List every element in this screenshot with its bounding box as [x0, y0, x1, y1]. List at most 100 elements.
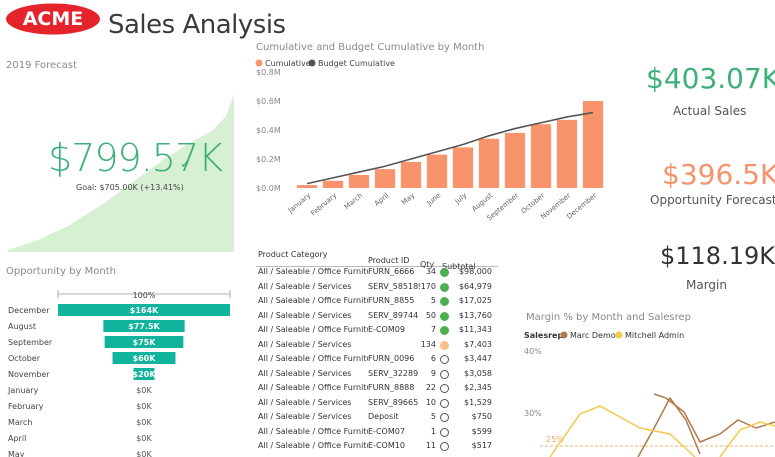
- table-row[interactable]: All / Saleable / Office Furniture E-COM10…: [256, 441, 498, 455]
- table-cell-subtotal: $17,025: [458, 296, 492, 305]
- table-row[interactable]: All / Saleable / Services SERV_32289 9 $3,0…: [256, 369, 498, 383]
- cumulative-chart-title: Cumulative and Budget Cumulative by Mont…: [256, 42, 485, 53]
- status-dot-icon: [440, 311, 449, 321]
- y-tick-label: $0.4M: [256, 126, 281, 135]
- column-header-category[interactable]: Product Category: [258, 250, 328, 259]
- table-cell-qty: 7: [430, 325, 436, 334]
- y-tick-label: $0.8M: [256, 68, 281, 77]
- funnel-bar[interactable]: [103, 320, 185, 332]
- status-indicator-icon: [440, 441, 450, 453]
- table-row[interactable]: All / Saleable / Office Furniture FURN_66…: [256, 267, 498, 281]
- funnel-bar[interactable]: [104, 336, 184, 348]
- status-indicator-icon: [440, 296, 450, 308]
- funnel-value-label: $0K: [136, 386, 152, 395]
- budget-cumulative-line[interactable]: [306, 111, 594, 185]
- table-row[interactable]: All / Saleable / Office Furniture FURN_88…: [256, 383, 498, 397]
- x-tick-label: April: [373, 191, 390, 207]
- margin-label: Margin: [686, 278, 727, 292]
- bar-february[interactable]: [322, 180, 344, 188]
- opportunity-forecast-label: Opportunity Forecast: [650, 193, 775, 207]
- bar-april[interactable]: [374, 169, 396, 188]
- table-row[interactable]: All / Saleable / Services 134 $7,403: [256, 340, 498, 354]
- x-tick-label: August: [470, 191, 494, 213]
- table-row[interactable]: All / Saleable / Services SERV_585189 170 $…: [256, 282, 498, 296]
- table-row[interactable]: All / Saleable / Services SERV_89665 10 $1,…: [256, 398, 498, 412]
- status-indicator-icon: [440, 282, 450, 294]
- table-cell-product-id: FURN_8888: [368, 383, 415, 392]
- bar-september[interactable]: [504, 132, 526, 188]
- y-axis: $0.0M $0.2M $0.4M $0.6M $0.8M: [256, 68, 281, 193]
- table-cell-category: All / Saleable / Services: [258, 339, 352, 349]
- bar-may[interactable]: [400, 161, 422, 188]
- column-header-subtotal[interactable]: Subtotal: [442, 262, 476, 271]
- bar-july[interactable]: [452, 147, 474, 188]
- funnel-value-label: $77.5K: [128, 322, 160, 331]
- marc-demo-line-2: [653, 393, 775, 443]
- table-cell-category: All / Saleable / Services: [258, 412, 352, 421]
- status-dot-icon: [440, 442, 449, 451]
- legend-budget-label[interactable]: Budget Cumulative: [318, 59, 395, 68]
- bar-january[interactable]: [296, 185, 318, 188]
- mitchell-admin-line: [549, 405, 696, 457]
- legend-marc-label[interactable]: Marc Demo: [570, 331, 616, 340]
- table-body: All / Saleable / Office Furniture FURN_66…: [256, 267, 498, 457]
- legend-budget-marker: [308, 59, 316, 67]
- table-row[interactable]: All / Saleable / Office Furniture E-COM09…: [256, 325, 498, 339]
- table-cell-subtotal: $3,447: [464, 354, 492, 363]
- bar-december[interactable]: [582, 101, 604, 188]
- column-header-product-id[interactable]: Product ID: [368, 256, 410, 265]
- bar-october[interactable]: [530, 124, 552, 188]
- x-tick-label: July: [453, 191, 469, 206]
- table-row[interactable]: All / Saleable / Services Deposit 5 $750: [256, 412, 498, 426]
- bar-november[interactable]: [556, 119, 578, 188]
- status-dot-icon: [440, 326, 449, 335]
- column-header-qty[interactable]: Qty: [420, 260, 435, 269]
- actual-sales-label: Actual Sales: [673, 104, 747, 118]
- status-indicator-icon: [440, 311, 450, 323]
- table-row[interactable]: All / Saleable / Office Furniture FURN_88…: [256, 296, 498, 310]
- bar-august[interactable]: [478, 138, 500, 188]
- funnel-month-label: May: [8, 450, 25, 457]
- x-tick-label: June: [425, 191, 443, 208]
- table-cell-qty: 170: [420, 281, 436, 291]
- funnel-bar[interactable]: [58, 304, 230, 316]
- table-row[interactable]: All / Saleable / Office Furniture FURN_00…: [256, 354, 498, 368]
- status-dot-icon: [440, 369, 449, 379]
- x-tick-label: May: [400, 191, 416, 206]
- table-cell-product-id: E-COM10: [368, 441, 405, 450]
- funnel-month-label: October: [8, 354, 41, 363]
- status-indicator-icon: [440, 427, 450, 439]
- mitchell-admin-line-2: [719, 421, 775, 457]
- status-dot-icon: [440, 427, 449, 437]
- opportunity-funnel: 100% December $164K August $77.5K September $…: [7, 290, 231, 457]
- funnel-title: Opportunity by Month: [6, 266, 116, 277]
- table-cell-subtotal: $64,979: [458, 281, 492, 291]
- funnel-month-label: March: [8, 418, 32, 427]
- status-dot-icon: [440, 297, 449, 306]
- legend-cumulative-label[interactable]: Cumulative: [265, 59, 311, 68]
- funnel-month-label: January: [7, 386, 39, 395]
- status-indicator-icon: [440, 398, 450, 410]
- table-cell-product-id: SERV_585189: [368, 281, 420, 291]
- bar-series: [296, 101, 604, 188]
- margin-line-chart: Salesrep Marc Demo Mitchell Admin 40% 30…: [524, 331, 775, 457]
- bar-june[interactable]: [426, 154, 448, 188]
- table-cell-product-id: SERV_89744: [368, 310, 419, 320]
- table-cell-category: All / Saleable / Services: [258, 397, 352, 407]
- table-row[interactable]: All / Saleable / Services SERV_89744 50 $13…: [256, 311, 498, 325]
- table-cell-category: All / Saleable / Office Furniture: [258, 441, 368, 450]
- table-row[interactable]: All / Saleable / Office Furniture E-COM07…: [256, 427, 498, 441]
- bar-march[interactable]: [348, 174, 370, 188]
- funnel-value-label: $0K: [136, 418, 152, 427]
- table-header: Product Category Product ID Qty Subtotal: [256, 248, 498, 271]
- table-cell-subtotal: $3,058: [464, 368, 492, 378]
- funnel-bar[interactable]: [112, 352, 176, 364]
- table-cell-category: All / Saleable / Office Furniture: [258, 383, 368, 392]
- table-cell-product-id: FURN_6666: [368, 267, 415, 276]
- legend-mitchell-label[interactable]: Mitchell Admin: [625, 331, 684, 340]
- table-cell-category: All / Saleable / Office Furniture: [258, 354, 368, 363]
- marc-demo-line: [637, 396, 701, 457]
- table-cell-category: All / Saleable / Office Furniture: [258, 325, 368, 334]
- funnel-bar[interactable]: [133, 368, 155, 380]
- table-cell-qty: 50: [425, 310, 436, 320]
